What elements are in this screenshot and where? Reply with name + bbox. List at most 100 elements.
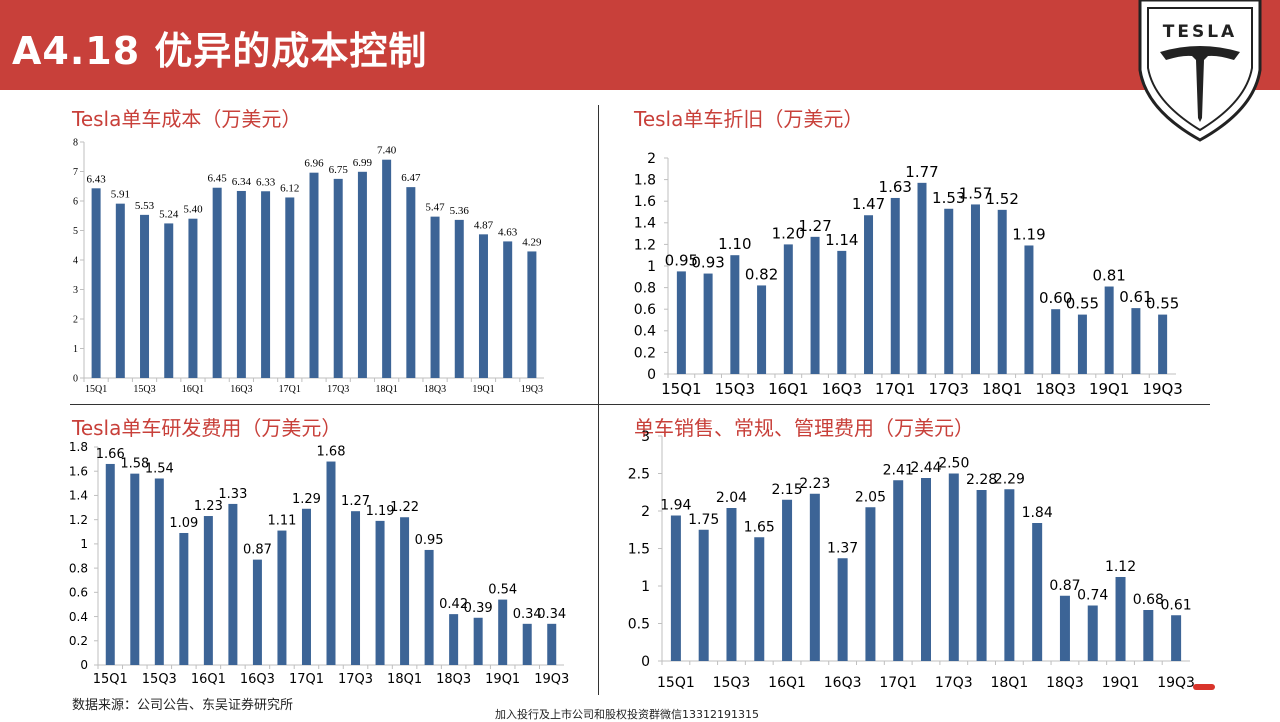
bar [430, 216, 440, 378]
bar [703, 273, 713, 374]
data-label: 1.19 [1012, 225, 1045, 243]
data-label: 1.66 [96, 447, 125, 462]
data-label: 2.50 [938, 456, 969, 472]
bar [970, 204, 980, 374]
bar [1004, 489, 1015, 661]
bar [726, 508, 737, 661]
category-label: 17Q3 [327, 384, 349, 395]
y-tick-label: 2 [647, 151, 656, 167]
chart-unit-cost: 0 1 2 3 4 5 6 7 8 6.43 15Q1 5.91 5.53 15Q3 5.24 5.40 16Q… [73, 138, 544, 395]
data-label: 5.40 [183, 204, 203, 216]
category-label: 18Q1 [982, 380, 1022, 398]
category-label: 18Q3 [436, 672, 471, 687]
data-label: 1.65 [744, 519, 775, 535]
data-label: 1.33 [218, 487, 247, 502]
category-label: 16Q3 [822, 380, 862, 398]
category-label: 17Q1 [279, 384, 301, 395]
data-label: 0.93 [691, 254, 724, 272]
tesla-logo: TESLA [1138, 0, 1262, 142]
data-label: 6.12 [280, 182, 299, 194]
category-label: 16Q1 [191, 672, 226, 687]
y-tick-label: 2 [641, 504, 650, 520]
category-label: 16Q1 [768, 380, 808, 398]
data-label: 0.55 [1066, 295, 1099, 313]
footer-note: 加入投行及上市公司和股权投资群微信13312191315 [495, 708, 759, 721]
data-label: 2.41 [883, 462, 914, 478]
horizontal-divider [70, 404, 1210, 405]
category-label: 19Q1 [485, 672, 520, 687]
bar [698, 529, 709, 661]
bar [406, 187, 416, 378]
category-label: 17Q1 [879, 675, 917, 691]
data-label: 4.87 [474, 219, 494, 231]
data-label: 5.91 [111, 189, 130, 201]
data-label: 6.43 [86, 173, 106, 185]
data-label: 1.63 [879, 178, 912, 196]
data-label: 0.82 [745, 265, 778, 283]
y-tick-label: 7 [73, 167, 78, 178]
category-label: 19Q1 [1089, 380, 1129, 398]
data-label: 5.47 [425, 202, 445, 214]
bar [212, 187, 222, 378]
data-label: 0.87 [243, 543, 272, 558]
y-tick-label: 0.6 [69, 586, 88, 600]
bar [400, 517, 410, 665]
bar [498, 599, 508, 665]
bar [424, 549, 434, 665]
bar [837, 250, 847, 374]
bar [236, 190, 246, 378]
bar [1143, 610, 1154, 661]
bar [91, 188, 101, 378]
bar [333, 178, 343, 378]
bar [164, 223, 174, 378]
data-label: 1.58 [120, 457, 149, 472]
tesla-shield-icon: TESLA [1138, 0, 1262, 142]
y-tick-label: 1.5 [628, 541, 650, 557]
data-label: 2.05 [855, 489, 886, 505]
y-tick-label: 0.8 [634, 281, 656, 297]
bar [782, 499, 793, 661]
y-tick-label: 1 [641, 579, 650, 595]
category-label: 18Q3 [424, 384, 446, 395]
category-label: 18Q3 [1035, 380, 1075, 398]
bar [547, 623, 557, 665]
category-label: 18Q3 [1046, 675, 1084, 691]
bar [473, 617, 483, 665]
bar [917, 182, 927, 374]
bar [188, 218, 198, 378]
bar [865, 507, 876, 661]
data-label: 5.36 [450, 205, 470, 217]
data-label: 0.61 [1119, 288, 1152, 306]
y-tick-label: 1 [80, 537, 88, 551]
category-label: 19Q3 [1142, 380, 1182, 398]
category-label: 19Q1 [472, 384, 494, 395]
bar [997, 209, 1007, 374]
bar [948, 473, 959, 661]
data-label: 6.45 [208, 173, 228, 185]
data-label: 1.14 [825, 231, 858, 249]
bar [357, 171, 367, 378]
data-label: 1.27 [798, 217, 831, 235]
y-tick-label: 0 [80, 658, 88, 672]
data-label: 6.96 [304, 158, 324, 170]
bar [326, 461, 336, 665]
data-label: 0.34 [513, 607, 542, 622]
category-label: 18Q1 [376, 384, 398, 395]
y-tick-label: 0.8 [69, 561, 88, 575]
data-label: 0.95 [665, 251, 698, 269]
data-label: 2.04 [716, 490, 747, 506]
bar [1024, 245, 1034, 374]
data-label: 0.34 [537, 607, 566, 622]
bar [1171, 615, 1182, 661]
data-label: 5.24 [159, 208, 179, 220]
data-label: 1.75 [688, 512, 719, 528]
y-tick-label: 0 [73, 374, 78, 385]
y-tick-label: 1.6 [634, 194, 656, 210]
y-tick-label: 0.2 [634, 345, 656, 361]
bar [522, 623, 532, 665]
bar [890, 197, 900, 374]
page-title: A4.18 优异的成本控制 [12, 29, 428, 73]
data-label: 6.75 [329, 164, 349, 176]
data-label: 7.40 [377, 145, 397, 157]
category-label: 15Q1 [657, 675, 695, 691]
